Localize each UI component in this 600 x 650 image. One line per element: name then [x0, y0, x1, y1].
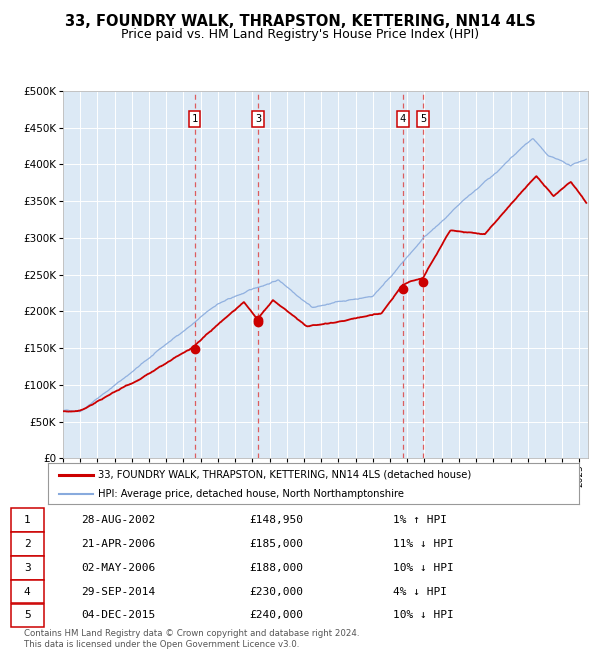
Text: 3: 3	[255, 114, 261, 124]
Text: 5: 5	[420, 114, 426, 124]
Text: £230,000: £230,000	[249, 586, 303, 597]
Text: 2: 2	[24, 539, 31, 549]
Text: Price paid vs. HM Land Registry's House Price Index (HPI): Price paid vs. HM Land Registry's House …	[121, 28, 479, 41]
Text: £185,000: £185,000	[249, 539, 303, 549]
Text: 33, FOUNDRY WALK, THRAPSTON, KETTERING, NN14 4LS (detached house): 33, FOUNDRY WALK, THRAPSTON, KETTERING, …	[98, 470, 472, 480]
Text: 4% ↓ HPI: 4% ↓ HPI	[393, 586, 447, 597]
Text: 4: 4	[24, 586, 31, 597]
Text: 29-SEP-2014: 29-SEP-2014	[81, 586, 155, 597]
Text: 10% ↓ HPI: 10% ↓ HPI	[393, 563, 454, 573]
Text: 4: 4	[400, 114, 406, 124]
Text: 10% ↓ HPI: 10% ↓ HPI	[393, 610, 454, 620]
Text: 33, FOUNDRY WALK, THRAPSTON, KETTERING, NN14 4LS: 33, FOUNDRY WALK, THRAPSTON, KETTERING, …	[65, 14, 535, 29]
Text: 28-AUG-2002: 28-AUG-2002	[81, 515, 155, 525]
Text: 11% ↓ HPI: 11% ↓ HPI	[393, 539, 454, 549]
Text: 21-APR-2006: 21-APR-2006	[81, 539, 155, 549]
Text: 1: 1	[24, 515, 31, 525]
Text: HPI: Average price, detached house, North Northamptonshire: HPI: Average price, detached house, Nort…	[98, 489, 404, 499]
Text: 1: 1	[191, 114, 198, 124]
Text: £188,000: £188,000	[249, 563, 303, 573]
Text: £240,000: £240,000	[249, 610, 303, 620]
Text: 02-MAY-2006: 02-MAY-2006	[81, 563, 155, 573]
Text: 04-DEC-2015: 04-DEC-2015	[81, 610, 155, 620]
Text: Contains HM Land Registry data © Crown copyright and database right 2024.
This d: Contains HM Land Registry data © Crown c…	[24, 629, 359, 649]
Text: 1% ↑ HPI: 1% ↑ HPI	[393, 515, 447, 525]
Text: 3: 3	[24, 563, 31, 573]
Text: 5: 5	[24, 610, 31, 620]
Text: £148,950: £148,950	[249, 515, 303, 525]
